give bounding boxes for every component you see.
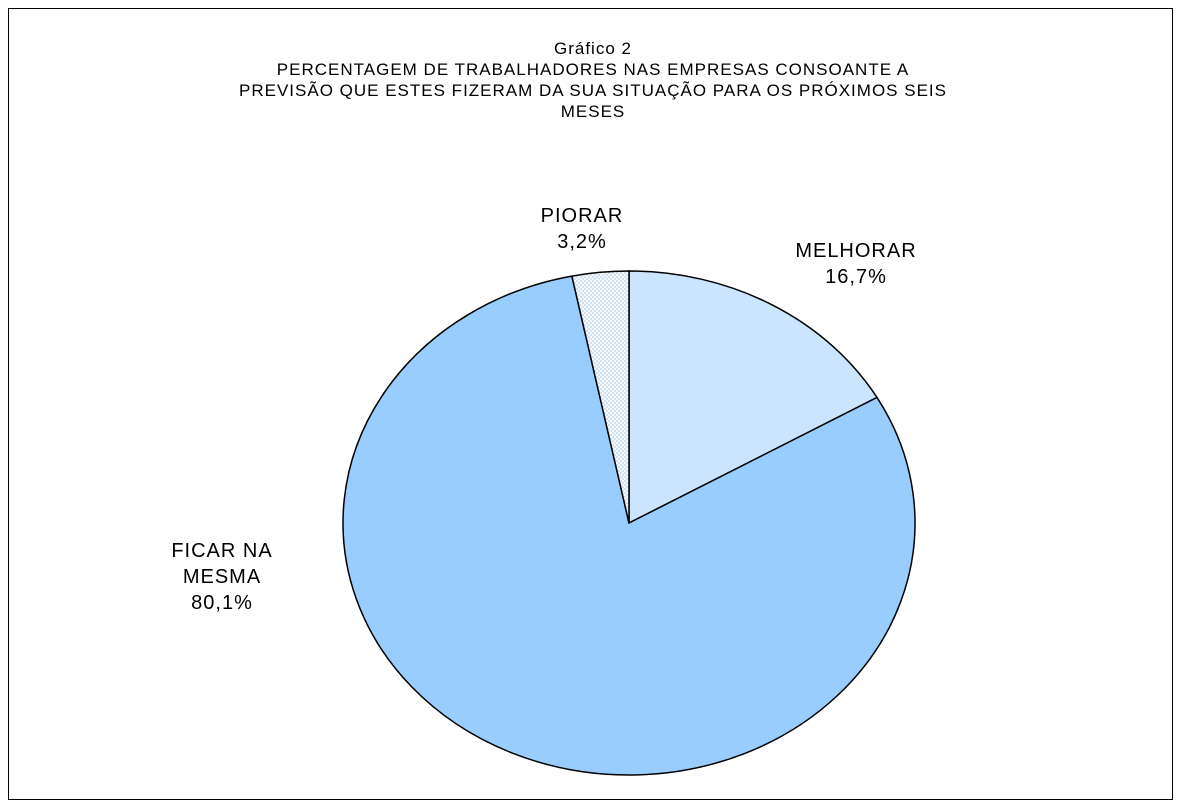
slice-category-label: FICAR NA xyxy=(171,540,272,562)
chart-title: Gráfico 2 xyxy=(554,39,632,58)
chart-subtitle-line-3: MESES xyxy=(560,102,626,121)
chart-titles: Gráfico 2 PERCENTAGEM DE TRABALHADORES N… xyxy=(0,38,1186,122)
pie-slice-piorar xyxy=(570,270,630,524)
slice-category-label: PIORAR xyxy=(541,205,624,227)
slice-category-label: MESMA xyxy=(183,566,261,588)
slice-value-label: 16,7% xyxy=(825,266,887,288)
slice-value-label: 80,1% xyxy=(191,592,253,614)
slice-value-label: 3,2% xyxy=(557,231,607,253)
chart-subtitle-line-2: PREVISÃO QUE ESTES FIZERAM DA SUA SITUAÇ… xyxy=(239,81,947,100)
chart-subtitle-line-1: PERCENTAGEM DE TRABALHADORES NAS EMPRESA… xyxy=(276,60,910,79)
slice-category-label: MELHORAR xyxy=(795,240,916,262)
pie-slice-melhorar xyxy=(628,270,879,525)
pie-slice-ficar-na-mesma xyxy=(342,275,916,776)
